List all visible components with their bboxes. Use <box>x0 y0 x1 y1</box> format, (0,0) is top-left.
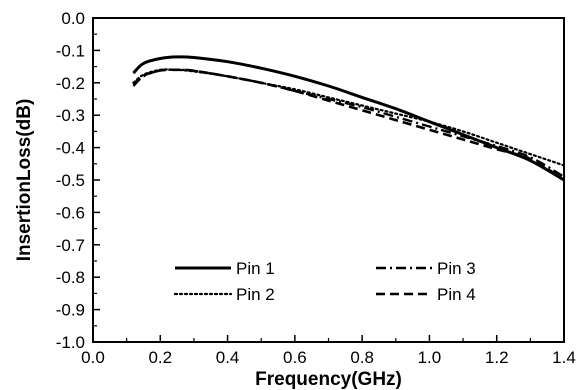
y-tick-label: -0.5 <box>56 171 85 190</box>
series-line-1 <box>132 55 565 182</box>
y-tick-label: -0.8 <box>56 268 85 287</box>
y-tick-label: 0.0 <box>61 9 85 28</box>
y-tick-label: -0.6 <box>56 203 85 222</box>
legend-label-2: Pin 2 <box>236 285 275 304</box>
plot-area <box>92 17 565 343</box>
x-tick-label: 0.2 <box>148 348 172 367</box>
y-tick-label: -0.9 <box>56 301 85 320</box>
legend-label-1: Pin 1 <box>236 259 275 278</box>
legend: Pin 1 Pin 2 Pin 3 Pin 4 <box>173 259 476 304</box>
y-tick-label: -0.2 <box>56 74 85 93</box>
x-tick-label: 0.4 <box>216 348 240 367</box>
series-line-3 <box>132 68 565 178</box>
y-tick-label: -0.7 <box>56 236 85 255</box>
plot-frame <box>92 17 565 343</box>
legend-label-4: Pin 4 <box>437 285 476 304</box>
x-tick-label: 0.0 <box>81 348 105 367</box>
x-tick-label: 0.8 <box>350 348 374 367</box>
x-tick-label: 1.4 <box>552 348 576 367</box>
x-axis-title: Frequency(GHz) <box>255 369 402 390</box>
x-tick-label: 1.0 <box>418 348 442 367</box>
y-axis-ticks: 0.0 -0.1 -0.2 -0.3 -0.4 -0.5 -0.6 -0.7 -0.8 -0.9 -… <box>56 9 100 352</box>
series-line-4 <box>132 68 565 182</box>
x-tick-label: 0.6 <box>283 348 307 367</box>
y-tick-label: -0.4 <box>56 139 85 158</box>
y-tick-label: -0.1 <box>56 41 85 60</box>
y-tick-label: -0.3 <box>56 106 85 125</box>
y-axis-title: InsertionLoss(dB) <box>14 99 35 262</box>
series-group <box>132 55 566 182</box>
legend-label-3: Pin 3 <box>437 259 476 278</box>
x-axis-ticks: 0.0 0.2 0.4 0.6 0.8 1.0 1.2 1.4 <box>81 335 576 367</box>
x-tick-label: 1.2 <box>485 348 509 367</box>
y-tick-label: -1.0 <box>56 333 85 352</box>
